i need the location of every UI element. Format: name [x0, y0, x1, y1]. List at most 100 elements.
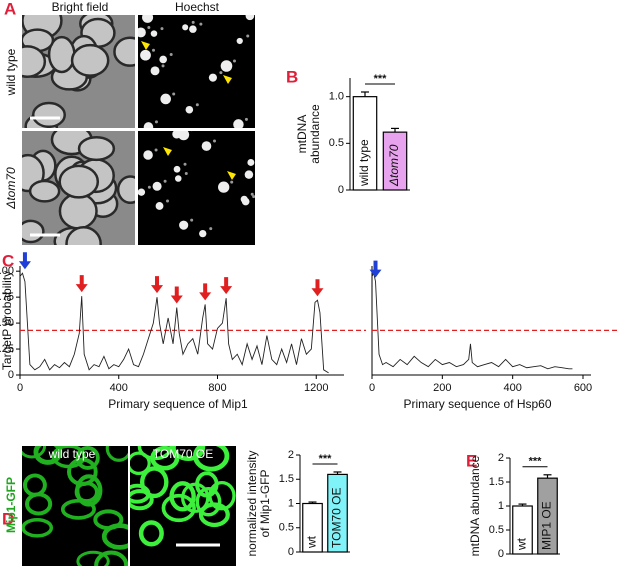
- x-tick-label: 0: [17, 382, 23, 394]
- nucleus: [173, 165, 181, 173]
- x-tick-label: 600: [574, 382, 592, 394]
- trace: [19, 272, 329, 374]
- y-tick-label: 0: [8, 369, 14, 381]
- y-tick-label: 1.5: [279, 473, 294, 485]
- arrow: [151, 276, 164, 294]
- bar: [302, 502, 323, 553]
- dot: [183, 162, 187, 166]
- dot: [246, 34, 250, 38]
- cell: [22, 219, 45, 244]
- dot: [212, 139, 216, 143]
- significance: ***: [529, 456, 543, 468]
- cells: [22, 131, 135, 245]
- nucleus: [150, 66, 160, 76]
- nucleus: [138, 27, 146, 38]
- nucleus: [185, 105, 194, 114]
- x-axis-label: Primary sequence of Mip1: [108, 397, 248, 411]
- arrow: [18, 252, 31, 270]
- cell: [28, 179, 61, 203]
- mito: [67, 457, 98, 487]
- y-tick-label: 0.5: [329, 137, 344, 149]
- nucleus: [160, 93, 171, 105]
- y-tick-label: 0: [498, 548, 504, 560]
- dot: [160, 27, 164, 31]
- arrow: [311, 279, 324, 297]
- cell: [58, 192, 98, 230]
- bar: [537, 477, 558, 555]
- dot: [190, 218, 194, 222]
- mito: [130, 451, 151, 475]
- cells: [138, 15, 255, 128]
- nucleus: [218, 181, 230, 193]
- panel-label: D: [2, 509, 14, 528]
- x-tick-label: 400: [503, 382, 521, 394]
- panel-label: B: [286, 67, 298, 86]
- nucleus: [236, 37, 243, 45]
- y-axis-label: mtDNA: [295, 115, 309, 154]
- nucleus: [143, 122, 154, 128]
- x-tick-label: 800: [208, 382, 226, 394]
- dot: [199, 22, 203, 26]
- y-tick-label: 1.00: [0, 265, 14, 277]
- nucleus: [201, 141, 212, 151]
- bar: [327, 473, 348, 553]
- y-tick-label: 0.25: [0, 343, 14, 355]
- nucleus: [142, 15, 154, 23]
- dot: [166, 199, 170, 203]
- row-label: Mip1-GFP: [4, 477, 18, 533]
- dot: [172, 92, 176, 96]
- nucleus: [143, 150, 153, 160]
- category-label: Δtom70: [387, 144, 401, 187]
- panel-label: A: [4, 0, 16, 18]
- dot: [232, 59, 236, 63]
- y-tick-label: 1: [498, 500, 504, 512]
- dot: [183, 128, 186, 131]
- dot: [191, 131, 193, 132]
- cell: [58, 164, 100, 199]
- mito: [138, 520, 164, 547]
- cell: [31, 101, 66, 128]
- mito: [75, 446, 100, 470]
- arrowhead: [223, 75, 232, 84]
- dot: [255, 168, 258, 171]
- dot: [151, 48, 155, 52]
- y-tick-label: 0: [338, 184, 344, 196]
- mito: [60, 498, 96, 520]
- y-tick-label: 2: [498, 452, 504, 464]
- nucleus: [178, 131, 190, 141]
- category-label: wild type: [357, 139, 371, 187]
- mito: [22, 517, 54, 538]
- y-tick-label: 0.5: [279, 522, 294, 534]
- nucleus: [159, 55, 167, 64]
- y-axis-label: mtDNA abundance: [468, 455, 482, 556]
- column-label: wild type: [48, 447, 96, 461]
- cell: [22, 45, 47, 79]
- nucleus: [220, 60, 233, 72]
- y-tick-label: 0: [288, 546, 294, 558]
- cell: [113, 36, 135, 67]
- dot: [250, 192, 254, 196]
- mito: [22, 446, 47, 459]
- mito: [137, 446, 173, 461]
- cells: [22, 446, 128, 566]
- nucleus: [152, 181, 162, 191]
- dot: [195, 103, 199, 107]
- dot: [169, 52, 173, 56]
- nucleus: [175, 175, 182, 182]
- y-tick-label: 0.75: [0, 291, 14, 303]
- dot: [154, 120, 158, 124]
- mito: [198, 502, 230, 528]
- mito: [195, 487, 222, 517]
- y-tick-label: 1.5: [489, 476, 504, 488]
- cell: [70, 43, 110, 77]
- category-label: TOM70 OE: [330, 488, 344, 548]
- x-tick-label: 400: [110, 382, 128, 394]
- bar: [512, 505, 533, 555]
- cell: [65, 225, 102, 245]
- cells: [130, 446, 236, 547]
- arrow: [75, 275, 88, 293]
- dot: [161, 64, 165, 68]
- mito: [139, 466, 169, 499]
- dot: [147, 25, 151, 29]
